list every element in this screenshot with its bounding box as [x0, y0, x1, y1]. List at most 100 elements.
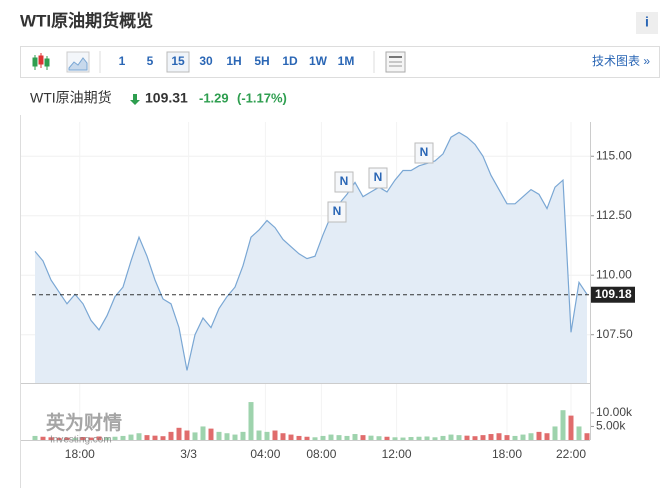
news-marker[interactable] [334, 171, 354, 193]
volume-bar [144, 435, 150, 440]
volume-bar [192, 432, 198, 440]
watermark-site: Investing.com [50, 435, 112, 446]
widget-title: WTI原油期货概览 [20, 10, 153, 30]
last-price-label: 109.18 [595, 287, 632, 301]
volume-bar [392, 437, 398, 440]
volume-bar [576, 426, 582, 440]
volume-bar [64, 437, 70, 440]
volume-bar [504, 435, 510, 440]
volume-bar [288, 434, 294, 440]
volume-bar [272, 430, 278, 440]
interval-button[interactable]: 1M [338, 54, 355, 68]
volume-bar [152, 435, 158, 440]
tech-chart-link[interactable]: 技术图表 » [592, 54, 650, 68]
volume-bar [448, 434, 454, 440]
volume-bar [232, 434, 238, 440]
volume-bar [32, 435, 38, 440]
y-tick-label: 110.00 [596, 267, 632, 281]
volume-bar [320, 435, 326, 440]
y2-tick-label: 10.00k [596, 405, 633, 419]
volume-bar [312, 437, 318, 440]
news-icon[interactable]: N [340, 174, 349, 188]
volume-bar [480, 435, 486, 440]
volume-bar [120, 435, 126, 440]
volume-bar [344, 435, 350, 440]
volume-bar [368, 435, 374, 440]
y-tick-label: 115.00 [596, 148, 632, 162]
volume-bar [128, 434, 134, 440]
interval-button[interactable]: 5 [147, 54, 154, 68]
news-marker[interactable] [327, 201, 347, 223]
volume-bar [456, 435, 462, 440]
news-marker[interactable] [414, 142, 434, 164]
last-price-box [591, 286, 635, 303]
interval-button[interactable]: 1W [309, 54, 328, 68]
volume-bar [384, 436, 390, 440]
volume-bar [584, 433, 590, 440]
quote-price: 109.31 [145, 90, 188, 106]
interval-button[interactable]: 1H [226, 54, 241, 68]
volume-bar [376, 436, 382, 440]
volume-bar [520, 434, 526, 440]
quote-change: -1.29 [199, 90, 229, 105]
candle-icon[interactable] [32, 53, 50, 70]
volume-bar [328, 434, 334, 440]
info-button[interactable] [636, 12, 658, 34]
volume-bar [304, 436, 310, 440]
area-icon[interactable] [66, 51, 90, 73]
info-icon[interactable]: i [645, 14, 649, 30]
news-icon[interactable]: N [420, 145, 429, 159]
volume-bar [416, 436, 422, 440]
volume-bar [424, 436, 430, 440]
volume-bar [552, 426, 558, 440]
plot: 107.50 110.00 112.50 115.00 18:00 3/3 04:00 08:… [21, 122, 635, 461]
volume-bar [488, 434, 494, 440]
interval-button[interactable]: 30 [199, 54, 213, 68]
interval-button[interactable]: 5H [254, 54, 269, 68]
volume-bar [56, 437, 62, 440]
x-tick-label: 18:00 [492, 447, 522, 461]
x-tick-label: 3/3 [180, 447, 197, 461]
watermark-brand: 英为财情 [46, 411, 122, 434]
volume-bar [168, 431, 174, 440]
volume-bar [88, 437, 94, 440]
volume-bar [512, 435, 518, 440]
news-icon[interactable]: N [374, 170, 383, 184]
news-icon[interactable]: N [333, 204, 342, 218]
volume-bar [464, 435, 470, 440]
volume-bar [248, 402, 254, 440]
volume-bar [472, 436, 478, 440]
volume-bar [568, 415, 574, 440]
volume-bar [80, 437, 86, 440]
volume-bar [264, 431, 270, 440]
interval-group: 1 5 15 30 1H 5H 1D 1W 1M [119, 51, 355, 73]
volume-bar [440, 435, 446, 440]
volume-bar [336, 435, 342, 440]
volume-bar [528, 433, 534, 440]
news-marker[interactable] [368, 167, 388, 189]
x-tick-label: 04:00 [250, 447, 280, 461]
volume-bar [536, 431, 542, 440]
volume-bar [72, 438, 78, 440]
volume-bar [256, 430, 262, 440]
interval-button[interactable]: 1D [282, 54, 298, 68]
volume-bar [400, 437, 406, 440]
volume-bar [352, 434, 358, 440]
price-line [34, 131, 588, 371]
quote-change-percent: (-1.17%) [237, 90, 287, 105]
y2-tick-label: 5.00k [596, 419, 626, 433]
volume-bar [176, 427, 182, 440]
y-tick-label: 112.50 [596, 208, 632, 222]
interval-selected [166, 51, 190, 73]
volume-bar [40, 436, 46, 440]
table-icon[interactable] [385, 51, 406, 73]
down-arrow [130, 94, 140, 105]
interval-button[interactable]: 15 [171, 54, 185, 68]
interval-button[interactable]: 1 [119, 54, 126, 68]
volume-bar [200, 426, 206, 440]
toolbar [20, 46, 660, 78]
volume-bar [224, 433, 230, 440]
x-tick-label: 12:00 [382, 447, 412, 461]
volume-bar [216, 431, 222, 440]
